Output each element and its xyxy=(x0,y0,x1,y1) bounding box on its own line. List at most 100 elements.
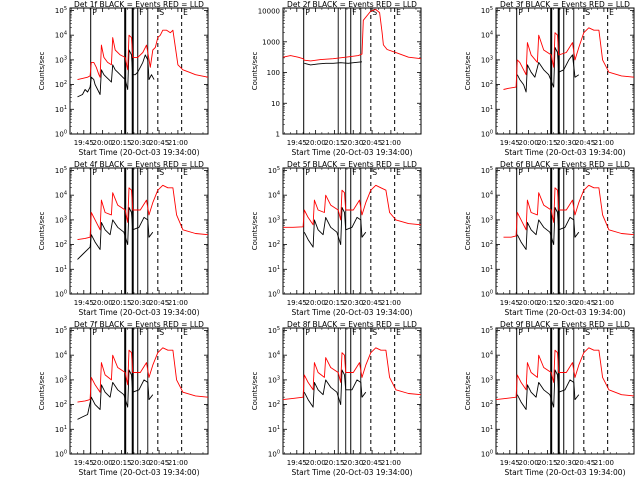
x-tick-label: 20:15 xyxy=(111,299,131,307)
y-tick-label: 103 xyxy=(268,215,280,224)
series-events-line xyxy=(77,207,154,260)
marker-label-p: P xyxy=(92,328,97,337)
x-tick-label: 20:15 xyxy=(111,139,131,147)
y-tick-label: 100 xyxy=(267,69,280,77)
y-tick-label: 105 xyxy=(481,326,493,335)
x-tick-label: 20:15 xyxy=(324,139,344,147)
x-axis-label: Start Time (20-Oct-03 19:34:00) xyxy=(291,468,412,477)
marker-label-p: P xyxy=(92,168,97,177)
y-tick-label: 100 xyxy=(481,130,493,139)
plot-frame xyxy=(495,327,635,455)
marker-label-p: P xyxy=(92,8,97,17)
x-axis-label: Start Time (20-Oct-03 19:34:00) xyxy=(291,148,412,157)
x-axis-label: Start Time (20-Oct-03 19:34:00) xyxy=(78,148,199,157)
detector-panel-5: Det 5f BLACK = Events RED = LLD 100 101 102… xyxy=(251,160,422,317)
panel-title: Det 4f BLACK = Events RED = LLD xyxy=(74,160,204,169)
x-tick-label: 20:45 xyxy=(575,299,595,307)
panel-title: Det 8f BLACK = Events RED = LLD xyxy=(287,320,417,329)
y-tick-label: 104 xyxy=(481,31,493,40)
series-lld-line xyxy=(503,27,635,90)
y-tick-label: 103 xyxy=(55,375,67,384)
x-tick-label: 20:45 xyxy=(149,459,169,467)
y-tick-label: 105 xyxy=(268,326,280,335)
series-lld-line xyxy=(77,347,209,403)
x-tick-label: 20:15 xyxy=(324,459,344,467)
marker-label-e: E xyxy=(396,328,401,337)
marker-label-f: F xyxy=(565,328,569,337)
plot-frame xyxy=(69,167,209,295)
series-lld-line xyxy=(495,347,635,401)
panel-title: Det 9f BLACK = Events RED = LLD xyxy=(500,320,630,329)
x-tick-label: 20:45 xyxy=(362,459,382,467)
series-events-line xyxy=(304,61,363,66)
y-tick-label: 102 xyxy=(481,240,493,249)
series-events-line xyxy=(303,207,367,248)
marker-label-s: S xyxy=(372,328,377,337)
y-tick-label: 103 xyxy=(268,375,280,384)
panel-title: Det 6f BLACK = Events RED = LLD xyxy=(500,160,630,169)
y-tick-label: 103 xyxy=(481,55,493,64)
y-tick-label: 103 xyxy=(481,375,493,384)
x-tick-label: 20:00 xyxy=(306,459,326,467)
marker-label-e: E xyxy=(609,328,614,337)
y-tick-label: 100 xyxy=(55,450,67,459)
y-tick-label: 101 xyxy=(481,105,493,114)
marker-label-s: S xyxy=(372,8,377,17)
detector-panel-6: Det 6f BLACK = Events RED = LLD 100 101 102… xyxy=(464,160,635,317)
x-tick-label: 20:00 xyxy=(519,139,539,147)
y-tick-label: 104 xyxy=(481,351,493,360)
y-axis-label: Counts/sec xyxy=(251,372,259,411)
x-tick-label: 20:15 xyxy=(111,459,131,467)
y-tick-label: 101 xyxy=(481,425,493,434)
x-tick-label: 20:30 xyxy=(556,299,576,307)
x-tick-label: 20:15 xyxy=(537,459,557,467)
x-tick-label: 20:15 xyxy=(537,139,557,147)
x-tick-label: 20:00 xyxy=(306,299,326,307)
x-tick-label: 21:00 xyxy=(168,459,188,467)
marker-label-s: S xyxy=(159,168,164,177)
y-axis-label: Counts/sec xyxy=(38,212,46,251)
panel-title: Det 3f BLACK = Events RED = LLD xyxy=(500,0,630,9)
marker-label-e: E xyxy=(183,168,188,177)
marker-label-s: S xyxy=(585,8,590,17)
x-tick-label: 19:45 xyxy=(287,299,307,307)
x-tick-label: 21:00 xyxy=(168,299,188,307)
y-tick-label: 100 xyxy=(55,130,67,139)
y-tick-label: 102 xyxy=(268,240,280,249)
x-tick-label: 19:45 xyxy=(287,459,307,467)
marker-label-p: P xyxy=(305,8,310,17)
plot-frame xyxy=(282,167,422,295)
y-tick-label: 105 xyxy=(268,166,280,175)
marker-label-e: E xyxy=(609,8,614,17)
x-axis-label: Start Time (20-Oct-03 19:34:00) xyxy=(504,468,625,477)
x-tick-label: 20:30 xyxy=(343,459,363,467)
x-tick-label: 20:00 xyxy=(93,299,113,307)
y-axis-label: Counts/sec xyxy=(251,212,259,251)
panel-title: Det 1f BLACK = Events RED = LLD xyxy=(74,0,204,9)
marker-label-f: F xyxy=(139,168,143,177)
x-tick-label: 20:45 xyxy=(575,139,595,147)
x-tick-label: 20:15 xyxy=(324,299,344,307)
y-axis-label: Counts/sec xyxy=(464,52,472,91)
y-tick-label: 102 xyxy=(55,240,67,249)
series-events-line xyxy=(516,47,580,93)
y-tick-label: 1000 xyxy=(262,38,280,46)
marker-label-p: P xyxy=(518,8,523,17)
y-tick-label: 105 xyxy=(55,166,67,175)
marker-label-p: P xyxy=(518,168,523,177)
x-tick-label: 19:45 xyxy=(74,459,94,467)
x-tick-label: 21:00 xyxy=(381,139,401,147)
series-lld-line xyxy=(283,184,422,228)
detector-panel-3: Det 3f BLACK = Events RED = LLD 100 101 102… xyxy=(464,0,635,157)
x-axis-label: Start Time (20-Oct-03 19:34:00) xyxy=(504,148,625,157)
x-tick-label: 21:00 xyxy=(381,299,401,307)
y-tick-label: 102 xyxy=(481,80,493,89)
panel-title: Det 5f BLACK = Events RED = LLD xyxy=(287,160,417,169)
y-tick-label: 10000 xyxy=(258,8,280,16)
marker-label-p: P xyxy=(518,328,523,337)
marker-label-e: E xyxy=(183,8,188,17)
marker-label-s: S xyxy=(585,328,590,337)
x-tick-label: 21:00 xyxy=(594,459,614,467)
y-tick-label: 103 xyxy=(481,215,493,224)
x-tick-label: 20:00 xyxy=(519,299,539,307)
